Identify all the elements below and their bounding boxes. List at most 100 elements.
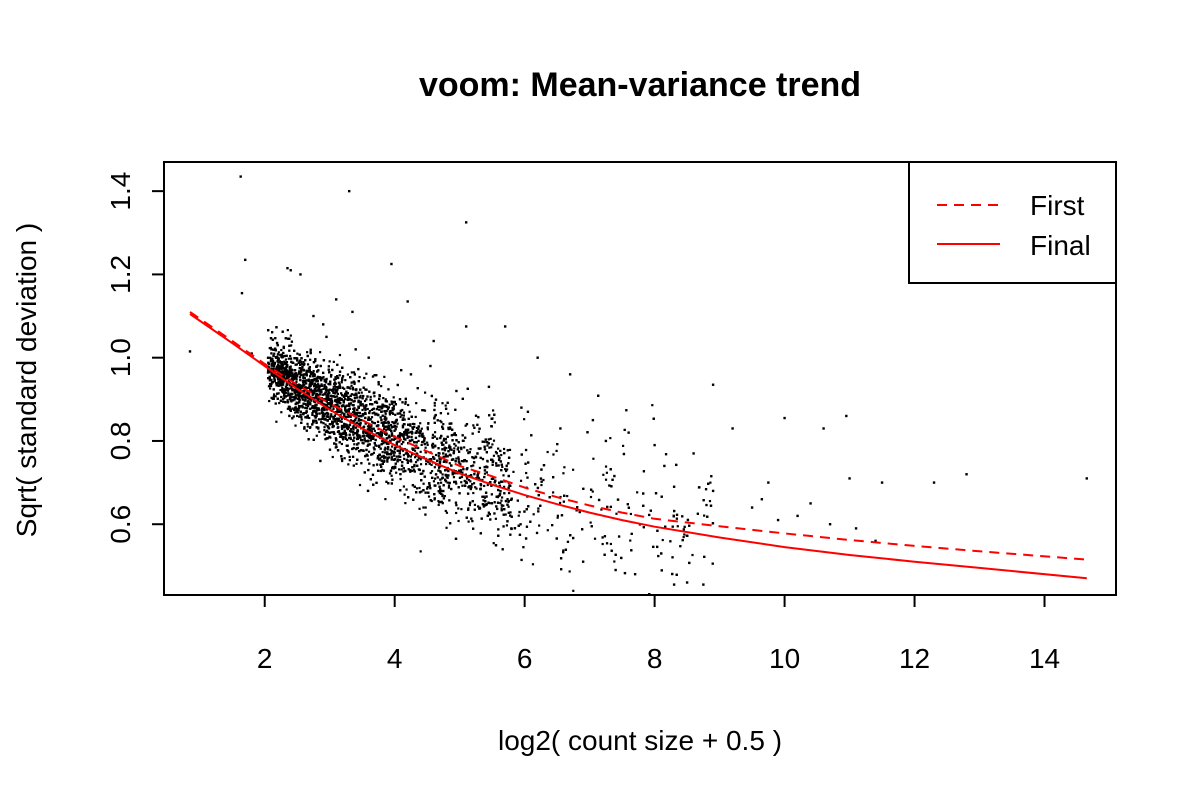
data-point (362, 394, 365, 398)
data-point (520, 558, 523, 562)
data-point (352, 371, 356, 374)
data-point (334, 382, 337, 385)
data-point (500, 468, 503, 472)
data-point (403, 437, 406, 440)
data-point (285, 386, 288, 390)
data-point (335, 395, 339, 398)
data-point (682, 535, 685, 539)
data-point (298, 376, 302, 379)
data-point (382, 454, 385, 458)
data-point (292, 396, 295, 399)
data-point (354, 426, 357, 429)
data-point (287, 380, 290, 383)
data-point (309, 371, 312, 374)
data-point (604, 478, 608, 481)
data-point (367, 435, 370, 438)
data-point (321, 407, 324, 410)
data-point (434, 453, 438, 457)
data-point (459, 470, 462, 473)
data-point (341, 386, 344, 389)
data-point (286, 364, 289, 367)
data-point (368, 409, 371, 413)
data-point (371, 412, 374, 415)
data-point (447, 469, 450, 473)
data-point (436, 419, 439, 422)
data-point (472, 527, 475, 530)
data-point (358, 411, 361, 415)
data-point (686, 518, 690, 522)
data-point (429, 364, 432, 368)
data-point (524, 448, 528, 452)
data-point (407, 431, 410, 434)
data-point (277, 358, 280, 362)
data-point (296, 352, 299, 355)
data-point (433, 493, 436, 496)
data-point (401, 408, 404, 412)
data-point (453, 472, 456, 475)
data-point (415, 441, 418, 444)
data-point (344, 409, 347, 412)
data-point (671, 556, 674, 559)
data-point (411, 427, 415, 430)
data-point (609, 436, 612, 440)
data-point (471, 483, 474, 486)
data-point (354, 418, 357, 422)
data-point (486, 444, 489, 447)
data-point (407, 468, 410, 471)
data-point (441, 494, 444, 498)
data-point (404, 400, 407, 403)
data-point (354, 392, 357, 395)
data-point (338, 399, 341, 402)
data-point (373, 429, 376, 432)
data-point (439, 412, 443, 415)
data-point (344, 436, 347, 439)
data-point (405, 432, 408, 435)
data-point (664, 453, 668, 456)
data-point (368, 436, 371, 439)
data-point (656, 529, 659, 532)
data-point (453, 432, 456, 435)
data-point (562, 500, 566, 503)
data-point (291, 399, 295, 402)
data-point (375, 407, 378, 411)
data-point (320, 384, 324, 387)
data-point (275, 341, 279, 345)
data-point (493, 481, 496, 484)
data-point (284, 367, 287, 370)
data-point (326, 392, 329, 395)
data-point (506, 503, 509, 506)
data-point (391, 400, 394, 404)
data-point (423, 442, 427, 446)
data-point (303, 425, 306, 429)
data-point (345, 410, 348, 413)
data-point (559, 557, 563, 560)
data-point (353, 436, 356, 439)
data-point (336, 363, 339, 366)
data-point (300, 418, 303, 421)
data-point (324, 391, 327, 394)
data-point (509, 511, 512, 514)
data-point (281, 355, 284, 358)
data-point (419, 550, 422, 553)
data-point (282, 367, 285, 370)
data-point (711, 489, 715, 493)
data-point (373, 442, 376, 445)
data-point (394, 462, 397, 465)
data-point (311, 423, 314, 426)
data-point (313, 390, 316, 393)
data-point (415, 402, 418, 405)
data-point (383, 404, 386, 407)
data-point (510, 497, 513, 500)
data-point (369, 478, 372, 481)
data-point (330, 399, 334, 403)
data-point (393, 447, 397, 451)
data-point (648, 513, 651, 517)
data-point (351, 310, 354, 314)
data-point (353, 413, 356, 416)
data-point (340, 427, 344, 431)
data-point (366, 444, 369, 448)
data-point (347, 397, 350, 400)
data-point (460, 459, 463, 463)
data-point (327, 368, 330, 371)
data-point (439, 458, 442, 461)
